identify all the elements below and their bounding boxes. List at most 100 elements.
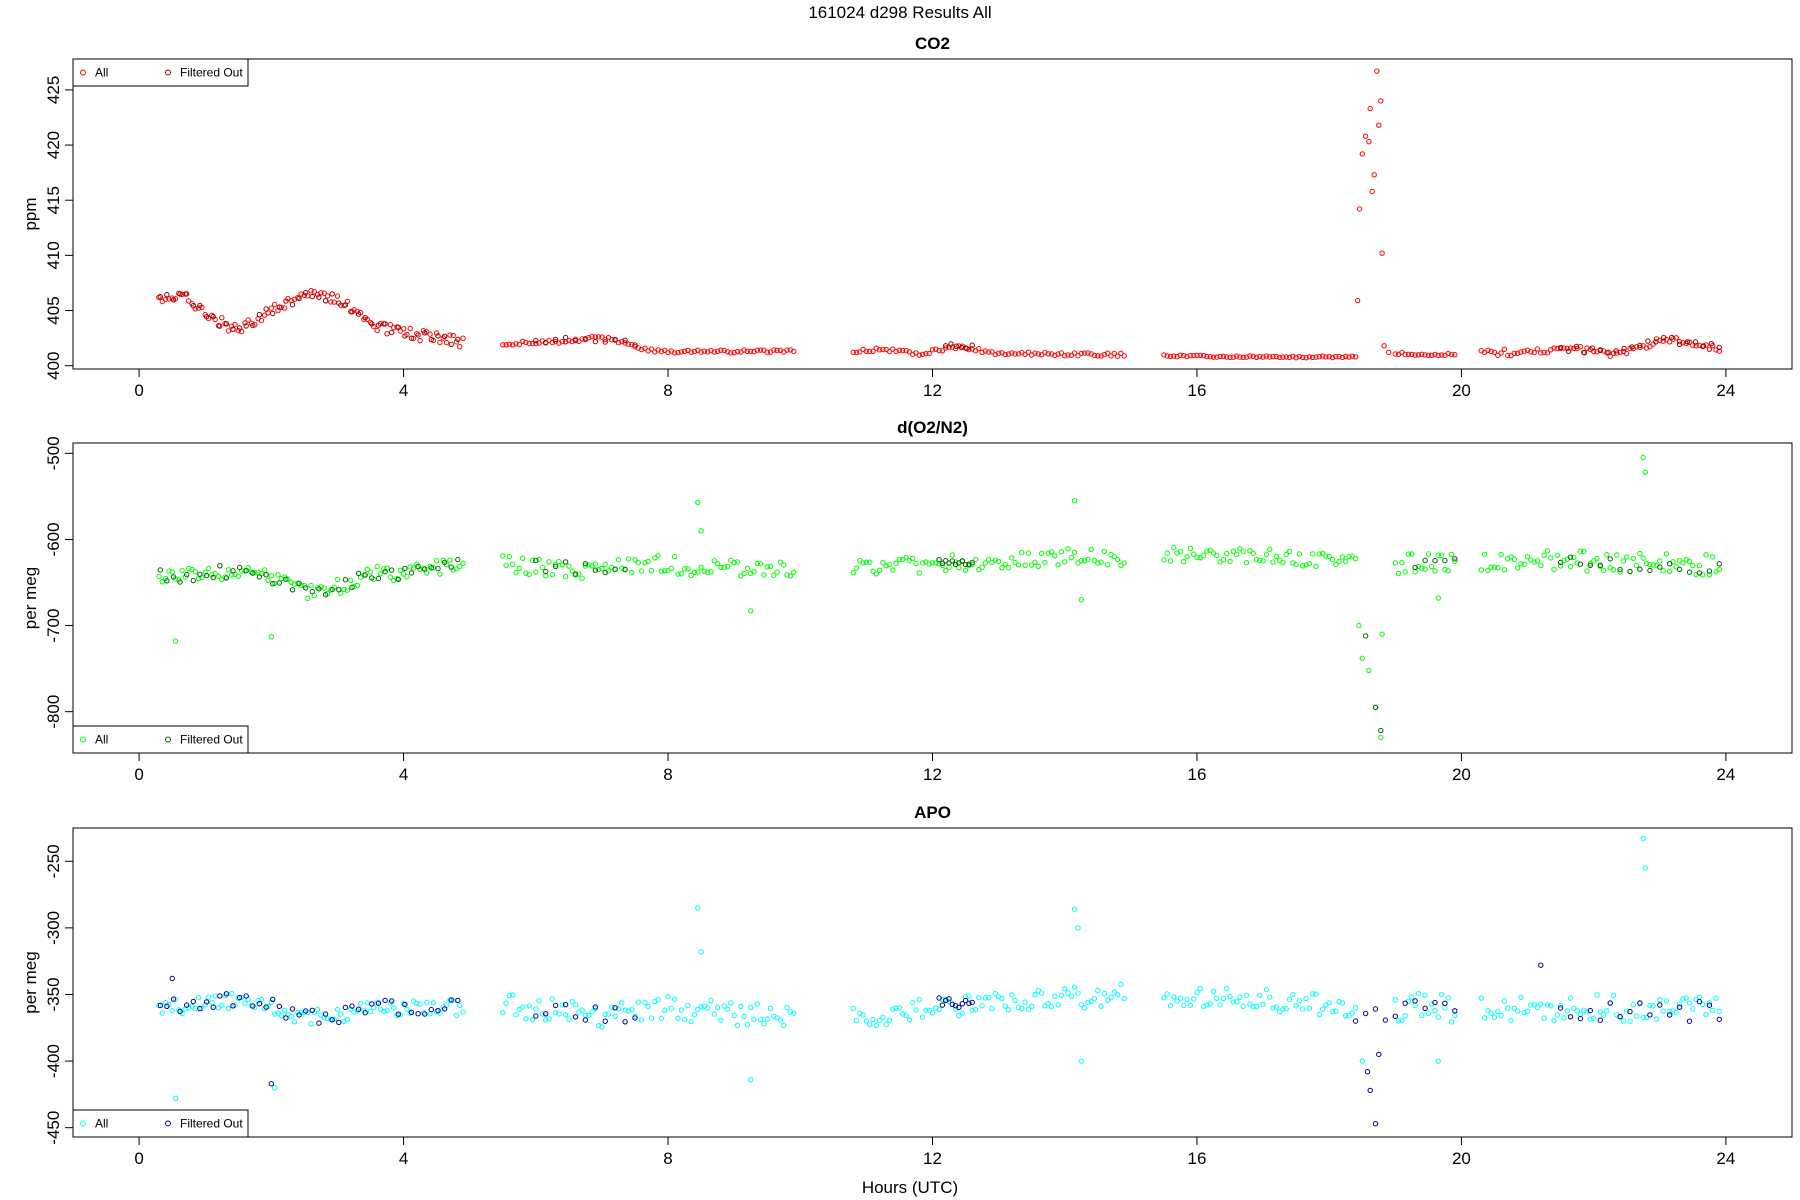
data-point <box>681 348 688 354</box>
data-point <box>1012 351 1018 357</box>
data-point <box>1432 558 1438 564</box>
data-point <box>1716 1008 1723 1015</box>
data-point <box>1187 352 1194 359</box>
data-point <box>731 350 737 356</box>
data-point <box>197 1005 203 1012</box>
data-point <box>1366 139 1372 145</box>
data-point <box>1257 353 1263 360</box>
data-point <box>1485 1007 1491 1014</box>
data-point <box>1491 564 1498 570</box>
data-point <box>1405 351 1412 357</box>
data-point <box>1564 1008 1570 1014</box>
data-point <box>236 994 243 1001</box>
data-point <box>718 1017 724 1024</box>
data-point <box>741 570 747 577</box>
data-point <box>1376 1051 1382 1058</box>
data-point <box>777 1017 784 1023</box>
data-point <box>562 1012 569 1018</box>
data-point <box>642 560 648 566</box>
y-tick-label: -800 <box>44 695 63 729</box>
data-point <box>303 585 309 591</box>
legend-marker <box>165 69 171 76</box>
data-point <box>424 999 430 1006</box>
data-point <box>1161 557 1167 563</box>
data-point <box>1009 350 1015 356</box>
data-point <box>1412 998 1418 1004</box>
data-point <box>582 561 589 567</box>
data-point <box>1667 339 1673 345</box>
data-point <box>334 293 341 299</box>
data-point <box>1647 1002 1653 1009</box>
data-point <box>552 336 559 343</box>
data-point <box>369 575 375 581</box>
data-point <box>265 577 271 583</box>
y-tick-label: -500 <box>44 436 63 470</box>
series-all <box>156 836 1723 1102</box>
data-point <box>235 573 242 579</box>
data-point <box>863 348 870 354</box>
data-point <box>1706 572 1713 578</box>
data-point <box>781 562 787 568</box>
data-point <box>559 1002 565 1008</box>
data-point <box>982 348 989 354</box>
data-point <box>276 304 282 310</box>
data-point <box>1392 351 1399 357</box>
data-point <box>1015 562 1022 568</box>
data-point <box>298 291 304 297</box>
data-point <box>1706 1002 1713 1008</box>
data-point <box>1574 1008 1580 1014</box>
data-point <box>428 1006 434 1013</box>
data-point <box>748 1077 754 1083</box>
data-point <box>1290 991 1296 998</box>
data-point <box>1600 567 1607 574</box>
data-point <box>1703 342 1709 348</box>
data-point <box>285 576 291 582</box>
data-point <box>1541 1015 1547 1021</box>
data-point <box>1577 1015 1584 1022</box>
data-point <box>422 330 428 336</box>
data-point <box>223 575 230 581</box>
data-point <box>1409 551 1415 557</box>
data-point <box>1452 1008 1458 1014</box>
data-point <box>711 558 717 564</box>
data-point <box>1296 353 1303 359</box>
data-point <box>289 587 296 593</box>
data-point <box>1511 350 1518 356</box>
data-point <box>1478 995 1485 1001</box>
data-point <box>258 996 265 1003</box>
data-point <box>1696 570 1703 576</box>
data-point <box>1686 1018 1693 1024</box>
data-point <box>1640 836 1646 842</box>
data-point <box>162 296 169 303</box>
data-point <box>1032 559 1038 565</box>
data-point <box>728 350 734 356</box>
data-point <box>787 573 794 579</box>
data-point <box>1643 1014 1650 1021</box>
data-point <box>1171 544 1177 551</box>
data-point <box>276 580 282 586</box>
x-tick-label: 4 <box>399 381 408 400</box>
data-point <box>272 1085 278 1091</box>
data-point <box>374 563 380 570</box>
data-point <box>1078 350 1085 357</box>
legend-box <box>72 58 249 87</box>
data-point <box>242 1000 248 1007</box>
data-point <box>741 347 747 353</box>
data-point <box>562 334 569 341</box>
data-point <box>166 568 172 574</box>
data-point <box>1233 551 1240 558</box>
data-point <box>1098 353 1104 359</box>
data-point <box>1627 568 1633 575</box>
data-point <box>225 328 232 334</box>
data-point <box>1399 559 1405 566</box>
data-point <box>1382 1017 1389 1023</box>
data-point <box>382 321 388 327</box>
data-point <box>1531 1002 1537 1008</box>
x-tick-label: 0 <box>134 1149 143 1168</box>
data-point <box>1326 553 1332 560</box>
data-point <box>1273 553 1280 559</box>
legend-marker <box>165 736 171 743</box>
data-point <box>195 994 202 1001</box>
data-point <box>342 302 349 308</box>
data-point <box>1657 558 1663 564</box>
